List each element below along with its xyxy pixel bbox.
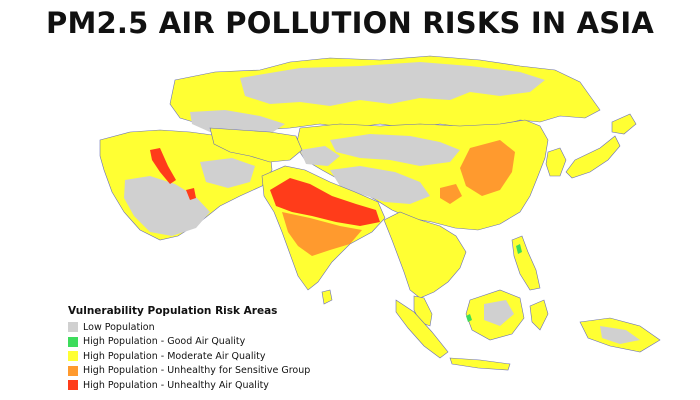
legend-item-low-population: Low Population xyxy=(68,320,328,335)
legend-item-sensitive-group: High Population - Unhealthy for Sensitiv… xyxy=(68,364,328,379)
region-sumatra xyxy=(395,299,449,359)
region-central-asia xyxy=(209,127,303,163)
region-papua-low xyxy=(600,326,640,344)
region-mongolia-gobi-low xyxy=(330,134,460,166)
region-se-asia-mainland xyxy=(383,211,467,299)
map-title: PM2.5 AIR POLLUTION RISKS IN ASIA xyxy=(46,6,654,40)
region-japan xyxy=(565,135,621,179)
legend-item-moderate-air: High Population - Moderate Air Quality xyxy=(68,349,328,364)
region-philippines-good xyxy=(516,244,522,254)
region-indo-gangetic-unhealthy xyxy=(270,178,380,226)
legend: Vulnerability Population Risk Areas Low … xyxy=(68,305,328,393)
region-east-china-sensitive xyxy=(460,140,515,196)
region-central-india-sensitive xyxy=(282,212,362,256)
region-iraq-unhealthy xyxy=(150,148,176,184)
region-borneo-low xyxy=(484,300,514,326)
region-java xyxy=(449,357,511,371)
region-sulawesi xyxy=(529,299,549,331)
region-arabia-low xyxy=(124,176,210,236)
region-indonesia-good xyxy=(466,314,472,322)
legend-label: High Population - Unhealthy for Sensitiv… xyxy=(83,365,311,377)
region-korea xyxy=(545,147,567,177)
legend-title: Vulnerability Population Risk Areas xyxy=(68,305,278,317)
region-tibet-low xyxy=(330,166,430,204)
legend-swatch xyxy=(68,351,78,362)
region-sichuan-sensitive xyxy=(440,184,462,204)
region-hokkaido xyxy=(611,113,637,135)
legend-swatch xyxy=(68,322,78,333)
region-siberia-low xyxy=(240,62,545,106)
legend-item-good-air: High Population - Good Air Quality xyxy=(68,335,328,350)
region-taklamakan-low xyxy=(300,146,340,166)
region-gulf-unhealthy xyxy=(186,188,196,200)
legend-label: High Population - Unhealthy Air Quality xyxy=(83,379,269,391)
legend-label: High Population - Good Air Quality xyxy=(83,336,246,348)
legend-swatch xyxy=(68,336,78,347)
legend-label: High Population - Moderate Air Quality xyxy=(83,350,266,362)
region-philippines xyxy=(511,235,541,291)
legend-swatch xyxy=(68,380,78,391)
legend-item-unhealthy-air: High Population - Unhealthy Air Quality xyxy=(68,378,328,393)
legend-label: Low Population xyxy=(83,321,155,333)
region-iran-low xyxy=(200,158,255,188)
region-sri-lanka xyxy=(321,289,333,305)
legend-swatch xyxy=(68,365,78,376)
